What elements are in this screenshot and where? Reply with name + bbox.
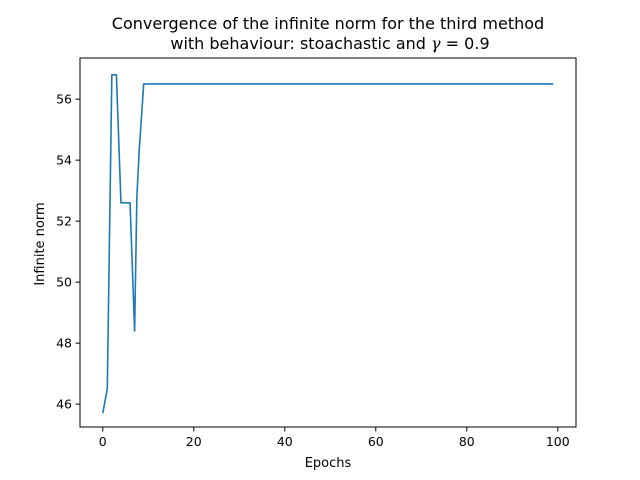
y-axis-label: Infinite norm (33, 202, 48, 285)
y-tick-label: 54 (56, 153, 72, 168)
x-tick-label: 0 (99, 434, 107, 449)
x-tick-label: 100 (546, 434, 570, 449)
plot-area (79, 57, 577, 428)
series-line-0 (101, 73, 554, 414)
y-tick-label: 50 (56, 275, 72, 290)
y-axis-ticks: 46 48 50 52 54 56 (56, 92, 80, 412)
y-tick-label: 56 (56, 92, 72, 107)
chart-title-line2-prefix: with behaviour: stoachastic and (170, 34, 431, 53)
chart-title-line2-suffix: = 0.9 (441, 34, 490, 53)
x-axis-label: Epochs (305, 456, 352, 471)
plot-frame (79, 57, 577, 428)
x-tick-label: 20 (186, 434, 202, 449)
x-tick-label: 80 (459, 434, 475, 449)
chart-title-line1: Convergence of the infinite norm for the… (112, 14, 544, 33)
y-tick-label: 52 (56, 214, 72, 229)
y-tick-label: 46 (56, 397, 72, 412)
series-layer (101, 73, 554, 414)
y-tick-label: 48 (56, 336, 72, 351)
chart-title-gamma: γ (431, 34, 441, 53)
chart-title-line2: with behaviour: stoachastic and γ = 0.9 (170, 34, 489, 53)
x-tick-label: 40 (277, 434, 293, 449)
x-axis-ticks: 0 20 40 60 80 100 (99, 427, 570, 449)
x-tick-label: 60 (368, 434, 384, 449)
